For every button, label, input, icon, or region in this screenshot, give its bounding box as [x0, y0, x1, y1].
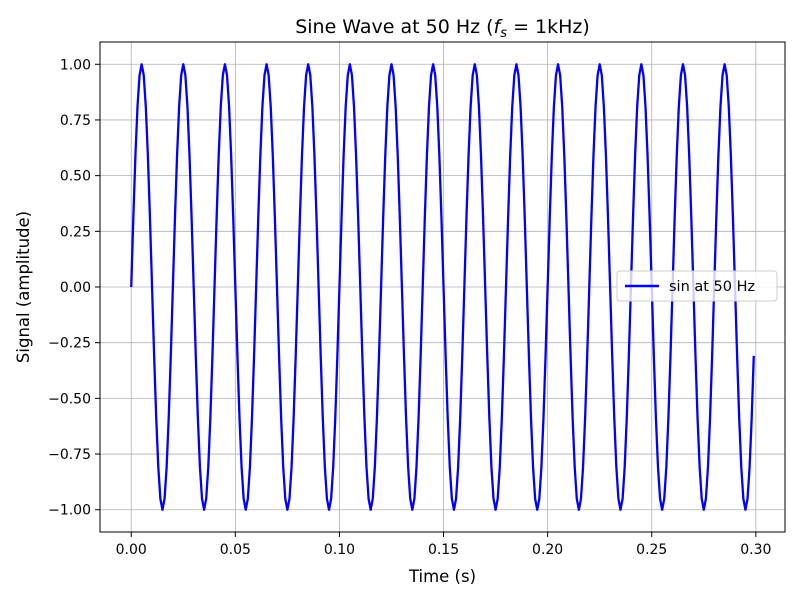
- chart-title: Sine Wave at 50 Hz (fs = 1kHz): [295, 16, 590, 41]
- y-tick-label: 0.50: [60, 169, 91, 185]
- y-tick-label: 0.75: [60, 113, 91, 129]
- ticks-layer: 0.00 0.05 0.10 0.15 0.20 0.25 0.30 1.00 0.75 0.50…: [48, 57, 771, 558]
- title-math-subscript: s: [500, 26, 507, 41]
- x-tick-label: 0.30: [740, 542, 771, 558]
- x-tick-label: 0.05: [220, 542, 251, 558]
- legend-label-sin-50hz: sin at 50 Hz: [669, 279, 755, 295]
- x-tick-label: 0.10: [324, 542, 355, 558]
- legend: sin at 50 Hz: [616, 270, 778, 302]
- x-axis-label: Time (s): [408, 567, 476, 586]
- title-math-f: f: [494, 16, 504, 38]
- x-tick-label: 0.15: [428, 542, 459, 558]
- y-tick-label: −0.50: [48, 391, 91, 407]
- legend-box: [616, 270, 778, 302]
- y-tick-label: −0.25: [48, 336, 91, 352]
- y-axis-label: Signal (amplitude): [14, 211, 33, 363]
- y-tick-label: 0.00: [60, 280, 91, 296]
- y-tick-label: −0.75: [48, 447, 91, 463]
- x-tick-label: 0.00: [116, 542, 147, 558]
- title-prefix: Sine Wave at 50 Hz (: [295, 16, 493, 38]
- x-tick-label: 0.25: [636, 542, 667, 558]
- y-tick-label: 1.00: [60, 57, 91, 73]
- series-layer: [130, 63, 755, 511]
- series-line-sin-50hz: [130, 63, 755, 511]
- x-tick-label: 0.20: [532, 542, 563, 558]
- y-tick-label: −1.00: [48, 503, 91, 519]
- y-tick-label: 0.25: [60, 224, 91, 240]
- title-suffix: = 1kHz): [507, 16, 590, 38]
